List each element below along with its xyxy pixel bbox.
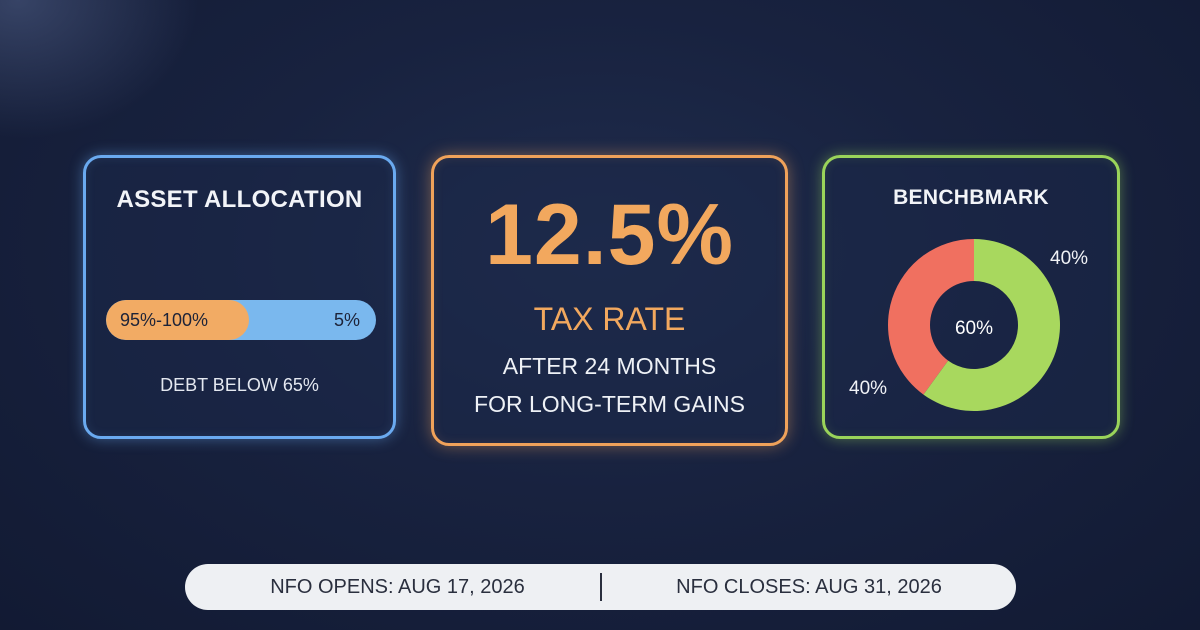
allocation-debt-segment: 5% bbox=[334, 300, 360, 340]
asset-allocation-title: ASSET ALLOCATION bbox=[116, 186, 363, 213]
donut-segment-1 bbox=[923, 239, 1060, 411]
tax-rate-card: 12.5% TAX RATE AFTER 24 MONTHS FOR LONG-… bbox=[431, 155, 788, 446]
tax-rate-condition-line-2: FOR LONG-TERM GAINS bbox=[474, 391, 745, 417]
corner-glow bbox=[0, 0, 200, 140]
asset-allocation-card: ASSET ALLOCATION 95%-100% 5% DEBT BELOW … bbox=[83, 155, 396, 439]
nfo-opens: NFO OPENS: AUG 17, 2026 bbox=[270, 575, 525, 598]
donut-segment-2 bbox=[888, 239, 974, 395]
donut-center-label: 60% bbox=[955, 318, 993, 339]
benchmark-card: BENCHBMARK 60% 40% 40% bbox=[822, 155, 1120, 439]
benchmark-title: BENCHBMARK bbox=[893, 186, 1049, 209]
tax-rate-value: 12.5% bbox=[485, 187, 734, 283]
benchmark-donut-svg: 60% bbox=[888, 239, 1060, 411]
allocation-debt-label: 5% bbox=[333, 309, 360, 330]
donut-label-right: 40% bbox=[1050, 248, 1089, 269]
tax-rate-label: TAX RATE bbox=[533, 301, 686, 337]
allocation-equity-segment: 95%-100% bbox=[106, 300, 250, 340]
footer-divider bbox=[600, 573, 602, 601]
tax-rate-condition-line-1: AFTER 24 MONTHS bbox=[502, 353, 717, 379]
nfo-closes: NFO CLOSES: AUG 31, 2026 bbox=[676, 575, 942, 598]
allocation-bar: 95%-100% 5% bbox=[106, 300, 376, 340]
nfo-dates-bar: NFO OPENS: AUG 17, 2026 NFO CLOSES: AUG … bbox=[185, 564, 1016, 610]
donut-label-left: 40% bbox=[849, 378, 888, 399]
benchmark-donut: 60% bbox=[825, 158, 1123, 442]
allocation-note: DEBT BELOW 65% bbox=[160, 375, 319, 395]
allocation-equity-label: 95%-100% bbox=[120, 309, 209, 330]
